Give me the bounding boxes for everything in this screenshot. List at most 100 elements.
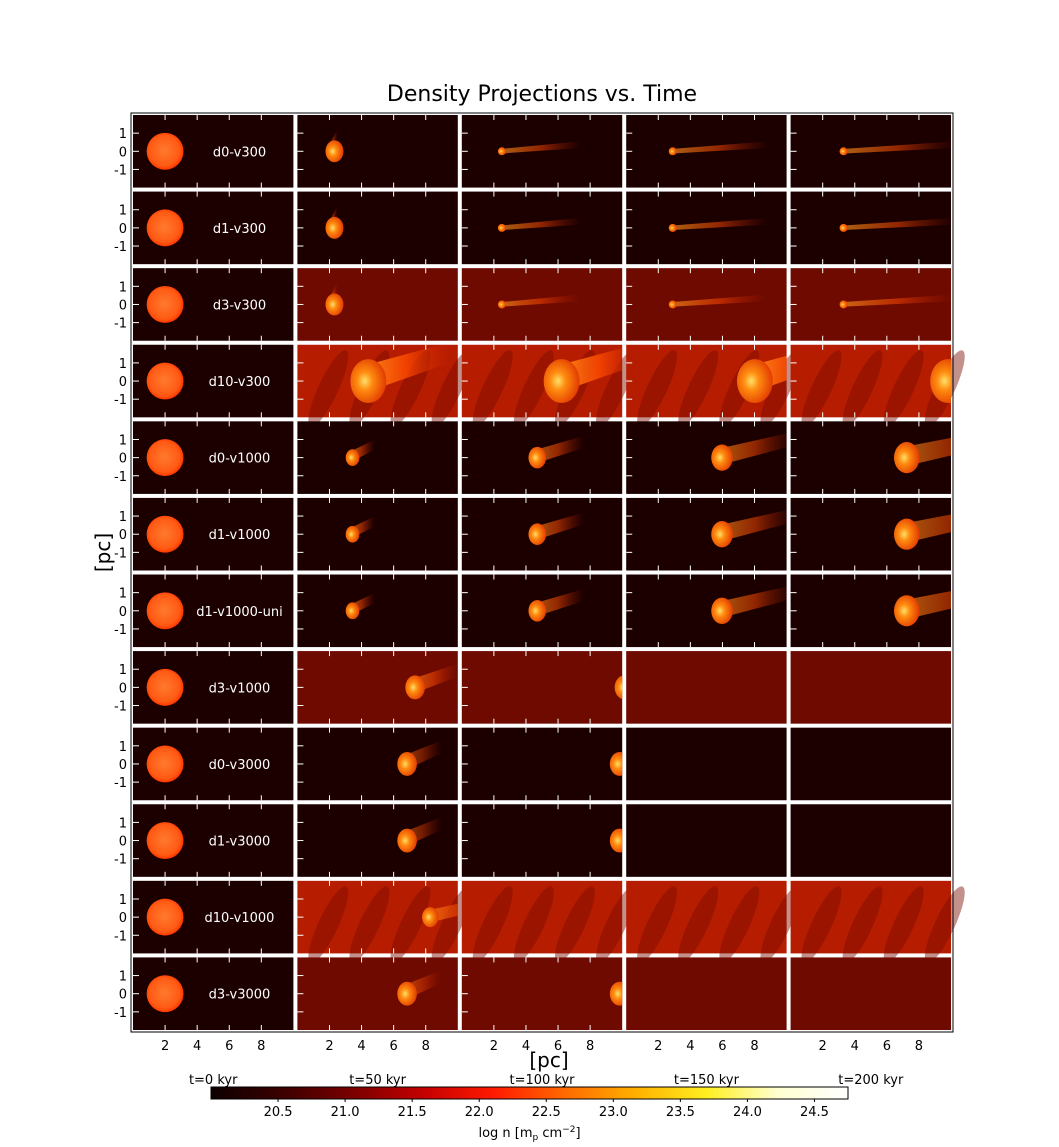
panel-r0-c2: [461, 115, 623, 188]
cloud-head: [894, 442, 920, 474]
cloud-head: [609, 828, 623, 853]
colorbar-label-part: ]: [575, 1126, 580, 1141]
shock-band: [596, 350, 636, 428]
colorbar-tick-label: 24.0: [733, 1105, 762, 1120]
cloud-head: [345, 525, 360, 543]
structure-group: [528, 435, 584, 469]
panel-r9-c1: [297, 804, 458, 877]
panel-r7-c4: [790, 651, 951, 724]
panel-grid: d0-v300 d1-v300 d3-v300 d10-v300 d0-v1000 d1-…: [133, 115, 965, 1030]
shock-band: [513, 886, 554, 964]
row-label: d3-v3000: [209, 988, 271, 1003]
x-tick-label: 8: [750, 1039, 758, 1054]
structure-group: [345, 439, 375, 467]
panel-r5-c1: [297, 497, 458, 571]
cloud-tail: [671, 217, 768, 231]
structure-group: [668, 217, 768, 232]
cloud-head: [894, 518, 920, 550]
colorbar-tick-label: 21.0: [331, 1105, 360, 1120]
panel-background: [626, 497, 787, 571]
panel-background: [626, 957, 787, 1030]
cloud-tail: [716, 510, 787, 543]
panel-r9-c0: d1-v3000: [133, 804, 294, 877]
structure-group: [736, 355, 787, 403]
y-tick-label: 0: [119, 528, 127, 543]
y-tick-label: 0: [119, 758, 127, 773]
panel-r8-c0: d0-v3000: [133, 727, 294, 801]
cloud-head: [839, 147, 848, 156]
y-tick-label: -1: [114, 470, 127, 485]
panel-background: [297, 421, 458, 494]
panel-r7-c2: [461, 651, 623, 724]
y-tick-label: 0: [119, 835, 127, 850]
initial-cloud: [146, 822, 184, 859]
panel-background: [461, 880, 623, 954]
y-tick-label: 0: [119, 145, 127, 160]
cloud-tail: [671, 141, 768, 154]
x-tick-label: 2: [490, 1039, 498, 1054]
row-label: d0-v1000: [209, 452, 271, 467]
shock-band: [678, 350, 719, 428]
panel-background: [297, 651, 458, 724]
y-tick-label: -1: [114, 929, 127, 944]
panel-r11-c2: [461, 957, 623, 1030]
axes-frame: [130, 112, 954, 1033]
shock-band: [349, 886, 390, 964]
panel-r5-c0: d1-v1000: [133, 497, 294, 571]
panel-r8-c4: [790, 727, 951, 801]
cloud-head: [668, 223, 677, 232]
colorbar-label-part: log n [m: [478, 1126, 532, 1141]
panel-background: [297, 957, 458, 1030]
shock-band: [760, 350, 801, 428]
panel-background: [626, 574, 787, 648]
cloud-tail: [500, 294, 581, 307]
x-tick-label: 4: [357, 1039, 365, 1054]
structure-group: [711, 586, 787, 624]
cloud-head: [711, 444, 733, 471]
cloud-head: [345, 602, 360, 620]
shock-band: [924, 886, 965, 964]
panel-r1-c3: [626, 191, 787, 265]
panel-r0-c4: [790, 115, 951, 188]
x-tick-label: 4: [522, 1039, 530, 1054]
row-label: d1-v1000: [209, 528, 271, 543]
y-tick-label: -1: [114, 546, 127, 561]
shock-band: [637, 886, 677, 964]
structure-group: [422, 903, 458, 928]
y-tick-label: 1: [119, 970, 127, 985]
time-label: t=100 kyr: [509, 1073, 575, 1088]
row-label: d1-v300: [213, 222, 266, 237]
cloud-head: [736, 359, 773, 403]
cloud-head: [609, 981, 623, 1006]
panel-r8-c3: [626, 727, 787, 801]
structure-group: [497, 294, 581, 309]
x-tick-label: 8: [422, 1039, 430, 1054]
colorbar-tick-label: 22.5: [532, 1105, 561, 1120]
y-tick-label: -1: [114, 393, 127, 408]
panel-r2-c2: [461, 268, 623, 341]
structure-group: [839, 141, 951, 156]
shock-band: [431, 350, 472, 428]
panel-r1-c1: [297, 191, 458, 265]
y-tick-label: 1: [119, 357, 127, 372]
axes-decor: 1 0 -1 1 0 -1 1 0 -1 1 0 -1 1 0 -1 1 0 -1 1 0 -1 1 0 -1 1 0 -1 1 0 -1…: [91, 112, 954, 1143]
panel-r2-c4: [790, 268, 951, 341]
shock-band: [554, 886, 595, 964]
panel-r3-c3: [626, 344, 801, 428]
initial-cloud: [146, 209, 184, 247]
panel-background: [461, 115, 623, 188]
shock-band: [513, 350, 554, 428]
shock-band: [801, 350, 842, 428]
initial-cloud: [146, 898, 184, 936]
row-label: d1-v3000: [209, 835, 271, 850]
cloud-head: [711, 521, 733, 548]
row-label: d3-v300: [213, 298, 266, 313]
row-label: d10-v300: [209, 375, 271, 390]
panel-background: [626, 651, 787, 724]
panel-r4-c1: [297, 421, 458, 494]
cloud-head: [839, 223, 848, 232]
structure-group: [405, 663, 458, 700]
structure-group: [350, 344, 455, 403]
panel-background: [461, 651, 623, 724]
row-label: d3-v1000: [209, 681, 271, 696]
